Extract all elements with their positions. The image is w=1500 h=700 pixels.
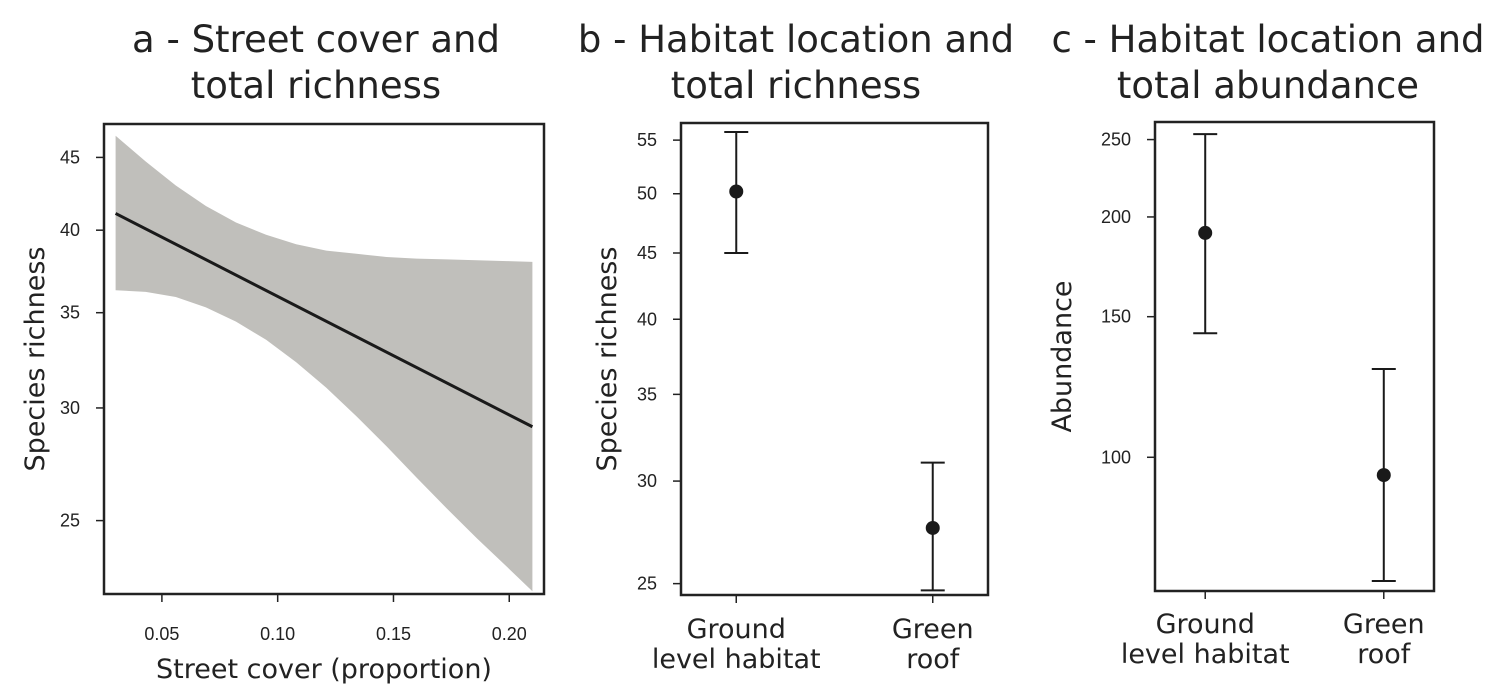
confidence-band bbox=[115, 135, 533, 592]
category-label-line: roof bbox=[1357, 639, 1412, 670]
chart-title-line: total abundance bbox=[1117, 64, 1419, 107]
x-tick-label: 0.15 bbox=[376, 624, 411, 644]
category-label-line: Green bbox=[1343, 609, 1425, 640]
y-tick-label: 30 bbox=[60, 398, 80, 418]
y-tick-label: 35 bbox=[60, 303, 80, 323]
chart-title-line: total richness bbox=[191, 64, 441, 107]
category-label-line: roof bbox=[906, 644, 961, 675]
category-label-line: level habitat bbox=[652, 644, 821, 675]
x-tick-label: 0.05 bbox=[144, 624, 179, 644]
y-tick-label: 45 bbox=[60, 147, 80, 167]
x-axis-label: Street cover (proportion) bbox=[156, 654, 492, 685]
y-tick-label: 45 bbox=[637, 243, 657, 263]
y-tick-label: 25 bbox=[637, 574, 657, 594]
plot-frame bbox=[679, 121, 990, 597]
chart-title-line: a - Street cover and bbox=[132, 18, 500, 61]
category-label-line: level habitat bbox=[1121, 639, 1290, 670]
plot-frame bbox=[102, 122, 546, 596]
y-tick-label: 100 bbox=[1101, 447, 1131, 467]
category-label-line: Green bbox=[892, 614, 974, 645]
chart-title-line: total richness bbox=[671, 64, 921, 107]
regression-line bbox=[114, 212, 534, 429]
y-tick-label: 40 bbox=[60, 220, 80, 240]
y-axis-label: Species richness bbox=[20, 247, 51, 472]
y-tick-label: 200 bbox=[1101, 207, 1131, 227]
x-tick-label: 0.10 bbox=[260, 624, 295, 644]
chart-title-line: c - Habitat location and bbox=[1051, 18, 1484, 61]
y-tick-label: 150 bbox=[1101, 307, 1131, 327]
category-label-line: Ground bbox=[1156, 609, 1255, 640]
y-tick-label: 55 bbox=[637, 130, 657, 150]
data-point bbox=[1198, 225, 1213, 240]
y-tick-label: 50 bbox=[637, 184, 657, 204]
y-axis-label: Abundance bbox=[1047, 280, 1078, 432]
y-tick-label: 30 bbox=[637, 471, 657, 491]
y-tick-label: 25 bbox=[60, 511, 80, 531]
chart-title-line: b - Habitat location and bbox=[578, 18, 1014, 61]
y-tick-label: 40 bbox=[637, 309, 657, 329]
data-point bbox=[1376, 468, 1391, 483]
data-point bbox=[925, 520, 940, 535]
y-tick-label: 35 bbox=[637, 384, 657, 404]
y-axis-label: Species richness bbox=[592, 247, 623, 472]
x-tick-label: 0.20 bbox=[492, 624, 527, 644]
y-tick-label: 250 bbox=[1101, 130, 1131, 150]
data-point bbox=[729, 184, 744, 199]
category-label-line: Ground bbox=[687, 614, 786, 645]
plot-frame bbox=[1153, 120, 1436, 593]
